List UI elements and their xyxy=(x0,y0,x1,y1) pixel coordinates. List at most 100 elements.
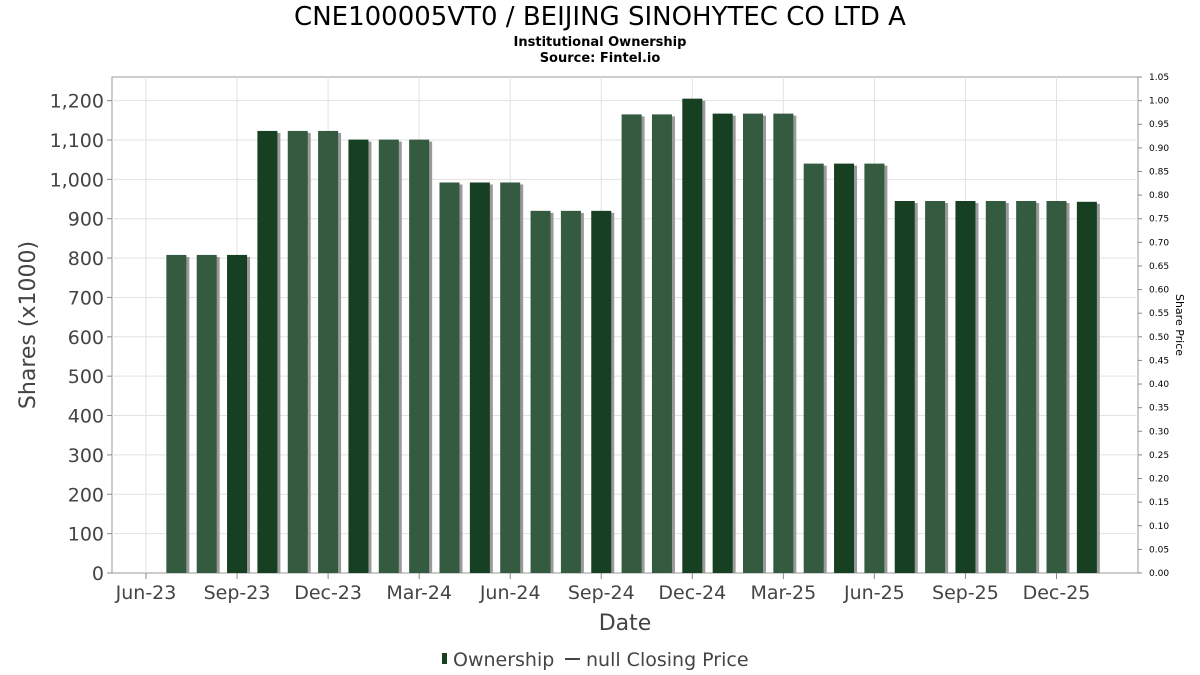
ownership-bar xyxy=(682,98,706,574)
y2-tick-label: 0.80 xyxy=(1149,191,1169,201)
x-tick-label: Dec-25 xyxy=(1023,582,1091,604)
bar-body xyxy=(196,254,217,573)
ownership-bar xyxy=(1046,201,1070,573)
bar-body xyxy=(1046,201,1067,573)
bar-body xyxy=(985,201,1006,573)
y2-tick-label: 0.70 xyxy=(1149,238,1169,248)
ownership-bar xyxy=(955,201,979,573)
y-tick-label: 700 xyxy=(68,287,104,309)
y2-tick-label: 0.85 xyxy=(1149,167,1169,177)
y2-tick-label: 0.20 xyxy=(1149,475,1169,485)
legend-ownership-label: Ownership xyxy=(453,649,554,671)
y-tick-label: 1,100 xyxy=(50,130,104,152)
y2-tick-label: 0.55 xyxy=(1149,309,1169,319)
y2-tick-label: 0.60 xyxy=(1149,286,1169,296)
y-tick-label: 800 xyxy=(68,248,104,270)
y2-tick-label: 0.65 xyxy=(1149,262,1169,272)
bar-body xyxy=(591,210,612,574)
chart-source: Source: Fintel.io xyxy=(539,51,661,66)
y2-axis-label: Share Price xyxy=(1173,294,1186,356)
y2-tick-label: 0.30 xyxy=(1149,427,1169,437)
ownership-bar xyxy=(773,113,797,573)
ownership-bar xyxy=(500,182,524,573)
y2-tick-label: 0.10 xyxy=(1149,522,1169,532)
bar-body xyxy=(1016,201,1037,573)
bar-body xyxy=(166,254,187,573)
x-tick-label: Jun-25 xyxy=(843,582,905,604)
y2-tick-label: 0.95 xyxy=(1149,120,1169,130)
y-axis-right: 0.00 0.05 0.10 0.15 0.20 0.25 0.30 0.35 0.40 0.45… xyxy=(1138,73,1169,579)
y-tick-label: 1,000 xyxy=(50,169,104,191)
ownership-bar xyxy=(621,114,645,574)
ownership-bar xyxy=(469,182,493,573)
x-tick-label: Dec-23 xyxy=(294,582,362,604)
x-tick-label: Sep-24 xyxy=(568,582,635,604)
bar-body xyxy=(621,114,642,574)
ownership-bar xyxy=(1016,201,1040,573)
y-axis-label: Shares (x1000) xyxy=(16,241,41,409)
bar-body xyxy=(712,113,733,573)
ownership-bar xyxy=(196,254,220,573)
bars xyxy=(166,98,1100,574)
y2-tick-label: 0.05 xyxy=(1149,545,1169,555)
legend-ownership-swatch xyxy=(442,653,447,664)
bar-body xyxy=(560,210,581,574)
ownership-bar xyxy=(287,130,311,573)
bar-body xyxy=(500,182,521,573)
ownership-bar xyxy=(439,182,463,573)
bar-body xyxy=(530,210,551,574)
ownership-bar xyxy=(1076,201,1100,574)
y2-tick-label: 0.00 xyxy=(1149,569,1169,579)
ownership-bar xyxy=(530,210,554,574)
y-tick-label: 900 xyxy=(68,209,104,231)
bar-body xyxy=(439,182,460,573)
ownership-bar xyxy=(591,210,615,574)
bar-body xyxy=(743,113,763,573)
y2-tick-label: 0.50 xyxy=(1149,333,1169,343)
x-tick-label: Jun-23 xyxy=(115,582,177,604)
y-tick-label: 100 xyxy=(68,524,104,546)
y-tick-label: 200 xyxy=(68,484,104,506)
x-axis: Jun-23 Sep-23 Dec-23 Mar-24 Jun-24 Sep-24 Dec-… xyxy=(115,573,1091,604)
ownership-bar xyxy=(318,130,342,573)
ownership-bar xyxy=(166,254,190,573)
y2-tick-label: 0.45 xyxy=(1149,356,1169,366)
x-tick-label: Jun-24 xyxy=(479,582,541,604)
ownership-bar xyxy=(712,113,736,573)
chart-subtitle: Institutional Ownership xyxy=(513,35,687,50)
y-tick-label: 500 xyxy=(68,366,104,388)
ownership-bar xyxy=(864,163,888,573)
legend-price-label: null Closing Price xyxy=(586,649,749,671)
x-axis-label: Date xyxy=(599,611,652,636)
bar-body xyxy=(257,130,278,573)
x-tick-label: Dec-24 xyxy=(658,582,726,604)
bar-body xyxy=(682,98,703,574)
y2-tick-label: 0.90 xyxy=(1149,144,1169,154)
ownership-bar xyxy=(409,139,433,574)
ownership-bar xyxy=(257,130,281,573)
chart-title: CNE100005VT0 / BEIJING SINOHYTEC CO LTD … xyxy=(294,2,906,32)
ownership-bar xyxy=(894,201,918,573)
bar-body xyxy=(287,130,308,573)
y-tick-label: 300 xyxy=(68,445,104,467)
ownership-bar xyxy=(560,210,584,574)
ownership-bar xyxy=(378,139,402,574)
x-tick-label: Sep-25 xyxy=(932,582,999,604)
bar-body xyxy=(803,163,824,573)
x-tick-label: Mar-25 xyxy=(751,582,817,604)
y-tick-label: 1,200 xyxy=(50,91,104,113)
bar-body xyxy=(773,113,794,573)
ownership-bar xyxy=(834,163,858,573)
bar-body xyxy=(651,114,672,574)
x-tick-label: Sep-23 xyxy=(204,582,271,604)
bar-body xyxy=(348,139,369,574)
y2-tick-label: 1.05 xyxy=(1149,73,1169,83)
y2-tick-label: 0.75 xyxy=(1149,215,1169,225)
bar-body xyxy=(409,139,430,574)
bar-body xyxy=(925,201,946,573)
y2-tick-label: 0.35 xyxy=(1149,404,1169,414)
bar-body xyxy=(378,139,399,574)
y-tick-label: 600 xyxy=(68,327,104,349)
